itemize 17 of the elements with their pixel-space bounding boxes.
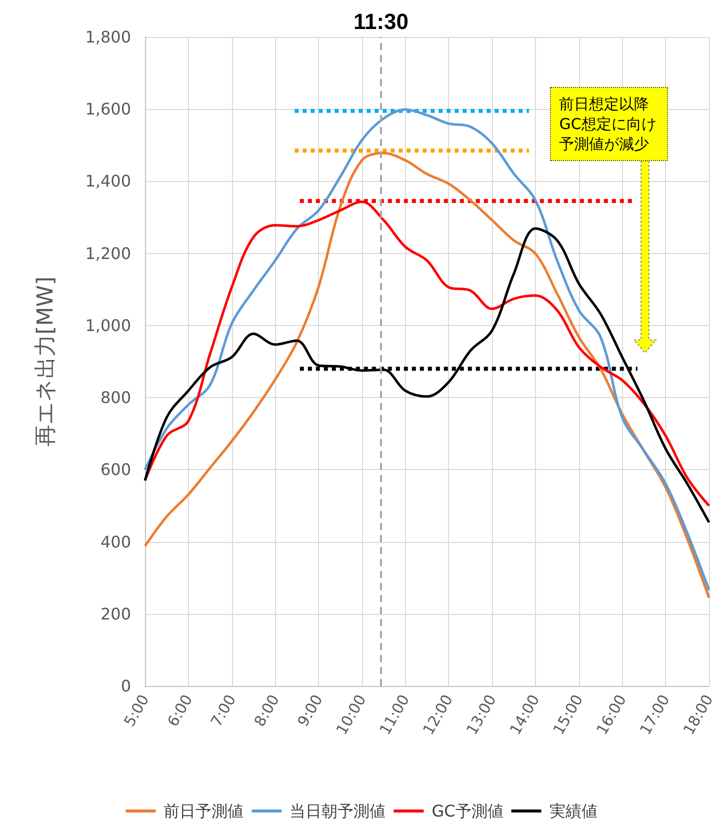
y-tick-label: 0: [120, 676, 131, 696]
y-tick-label: 200: [100, 604, 131, 624]
legend-label: 当日朝予測値: [290, 802, 386, 820]
y-tick-label: 1,800: [85, 28, 131, 46]
y-tick-label: 1,600: [85, 100, 131, 119]
text: 11:30: [353, 9, 409, 35]
legend-label: 実績値: [549, 802, 598, 820]
annotation: 前日想定以降GC想定に向け予測値が減少: [550, 87, 668, 162]
y-tick-label: 1,400: [85, 172, 131, 191]
legend-label: GC予測値: [432, 802, 504, 820]
y-tick-label: 400: [100, 532, 131, 552]
y-tick-label: 600: [100, 460, 131, 480]
y-axis-title: 再エネ出力[MW]: [34, 276, 58, 446]
y-tick-label: 800: [100, 388, 131, 408]
y-tick-label: 1,200: [85, 244, 131, 263]
y-tick-label: 1,000: [85, 316, 131, 335]
legend-label: 前日予測値: [164, 802, 244, 820]
